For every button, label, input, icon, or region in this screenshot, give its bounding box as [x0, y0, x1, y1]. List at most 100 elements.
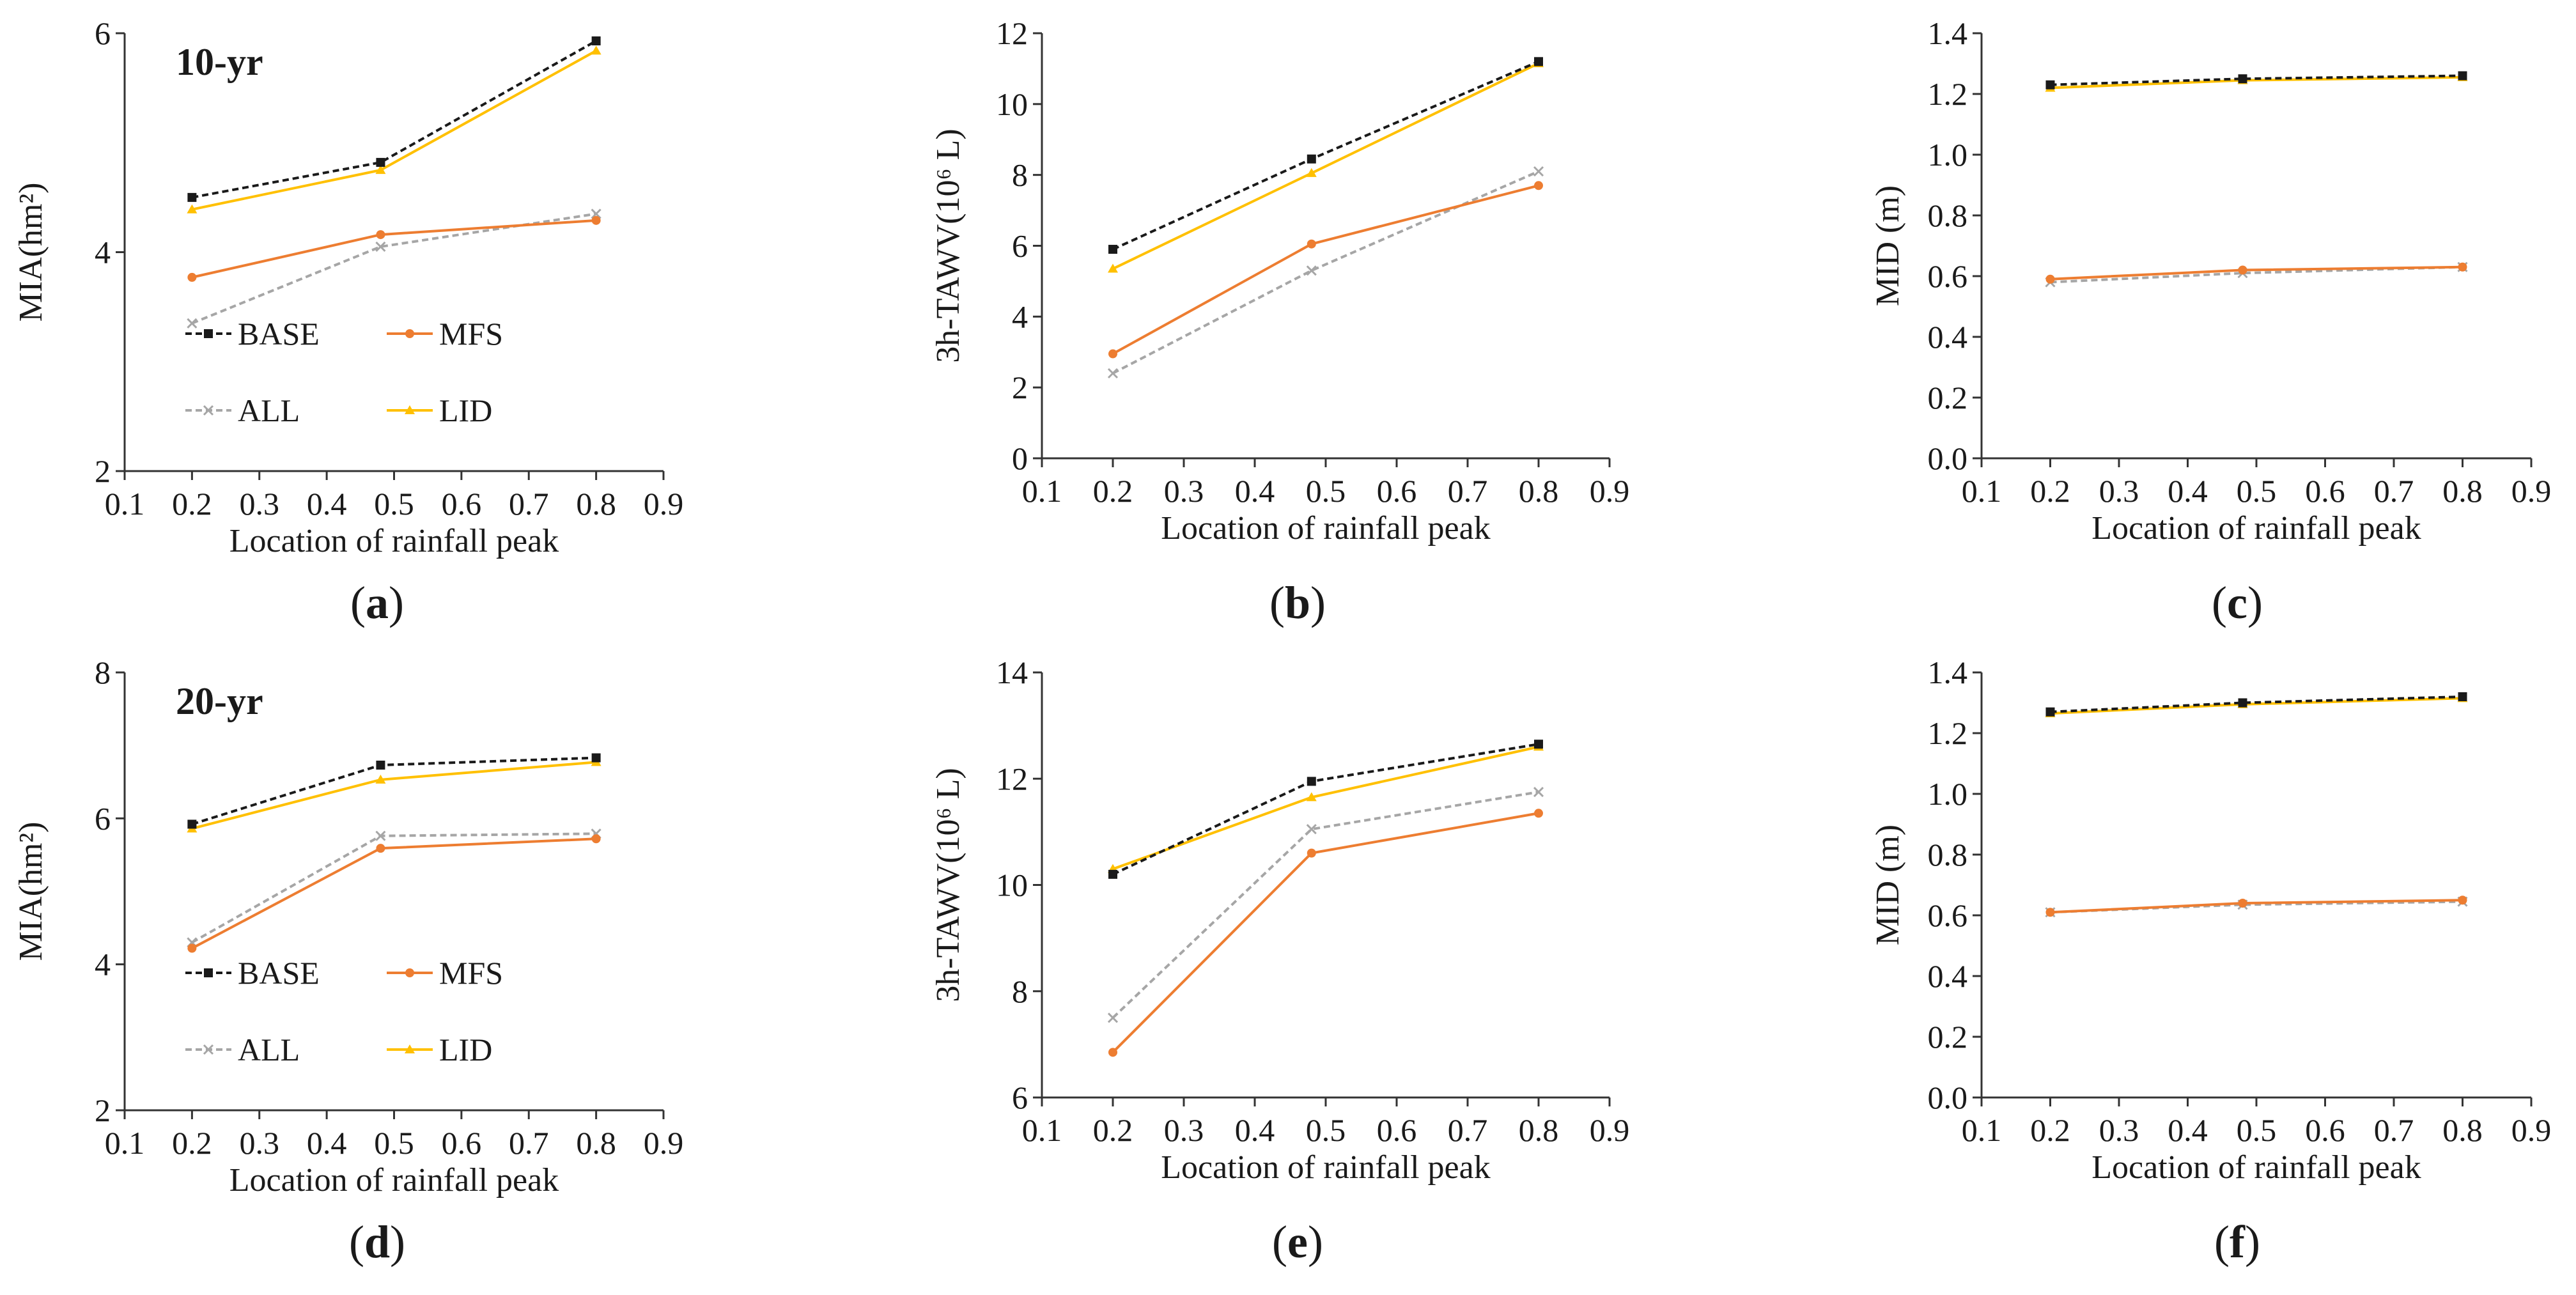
x-tick-label: 0.2: [172, 1125, 212, 1161]
data-point-all: [1533, 166, 1544, 177]
y-axis-title: MIA(hm²): [13, 822, 49, 961]
x-tick-label: 0.4: [2168, 1112, 2208, 1148]
y-axis-title: MID (m): [1870, 185, 1906, 306]
x-tick-label: 0.4: [2168, 473, 2208, 509]
series-line-all: [1112, 791, 1539, 1019]
x-tick-label: 0.1: [105, 486, 145, 522]
return-period-label: 10-yr: [176, 41, 263, 83]
y-tick-label: 0.4: [1928, 958, 1968, 994]
legend-label-all: ALL: [238, 392, 300, 428]
data-point-base: [2238, 698, 2247, 708]
data-point-base: [1307, 154, 1316, 164]
x-tick-label: 0.9: [644, 486, 684, 522]
legend-label-mfs: MFS: [439, 316, 503, 352]
series-line-base: [1112, 60, 1539, 251]
series-line-mfs: [191, 219, 596, 279]
x-tick-label: 0.8: [576, 1125, 616, 1161]
chart-panel-f: 0.0 0.2 0.4 0.6 0.8 1.0 1.2 1.4 0.1 0.2 0.3 0.4 0.5 0…: [1870, 655, 2551, 1268]
legend-label-lid: LID: [439, 392, 492, 428]
data-point-mfs: [1534, 809, 1543, 818]
data-point-all: [1107, 368, 1119, 379]
series-line-lid: [1112, 62, 1539, 270]
x-tick-label: 0.1: [105, 1125, 145, 1161]
data-point-base: [1534, 57, 1543, 66]
data-point-base: [591, 36, 601, 45]
chart-panel-d: 2 4 6 8 0.1 0.2 0.3 0.4 0.5 0.6 0.7 0.8 0.9 Location …: [13, 655, 683, 1268]
series-line-base: [1112, 743, 1539, 876]
y-axis-title: MID (m): [1870, 825, 1906, 945]
series-line-mfs: [1112, 184, 1539, 355]
y-tick-label: 0.6: [1928, 258, 1968, 294]
y-tick-label: 2: [1012, 369, 1028, 405]
data-point-base: [1108, 869, 1117, 879]
data-point-mfs: [1108, 349, 1117, 359]
panel-caption: (f): [2214, 1216, 2260, 1268]
x-tick-label: 0.7: [509, 1125, 549, 1161]
x-axis-title: Location of rainfall peak: [1161, 1149, 1490, 1186]
legend-label-base: BASE: [238, 316, 320, 352]
legend-label-base: BASE: [238, 955, 320, 991]
x-tick-label: 0.1: [1962, 1112, 2002, 1148]
data-point-base: [2045, 707, 2055, 717]
data-point-mfs: [376, 230, 385, 240]
x-tick-label: 0.6: [1377, 473, 1417, 509]
data-point-base: [591, 753, 601, 763]
x-tick-label: 0.6: [1377, 1112, 1417, 1148]
x-tick-label: 0.3: [2099, 1112, 2139, 1148]
chart-panel-e: 6 8 10 12 14 0.1 0.2 0.3 0.4 0.5 0.6 0.7 0.8 0.9 Locat…: [930, 655, 1629, 1268]
legend-marker-all: [203, 405, 214, 416]
x-tick-label: 0.3: [240, 486, 280, 522]
data-point-base: [376, 760, 385, 770]
data-point-mfs: [1307, 848, 1316, 858]
chart-panel-c: 0.0 0.2 0.4 0.6 0.8 1.0 1.2 1.4 0.1 0.2 0.3 0.4 0.5 0…: [1870, 15, 2551, 628]
data-point-lid: [1306, 792, 1317, 802]
data-point-mfs: [591, 834, 601, 844]
panel-caption: (e): [1272, 1216, 1323, 1268]
data-point-mfs: [2458, 896, 2467, 905]
data-point-mfs: [2045, 908, 2055, 917]
data-point-base: [2458, 71, 2467, 81]
x-axis-title: Location of rainfall peak: [229, 523, 559, 559]
y-tick-label: 10: [996, 867, 1028, 903]
data-point-lid: [1306, 167, 1317, 177]
y-tick-label: 0.0: [1928, 1080, 1968, 1115]
x-tick-label: 0.1: [1962, 473, 2002, 509]
y-tick-label: 1.0: [1928, 776, 1968, 812]
chart-panel-a: 2 4 6 0.1 0.2 0.3 0.4 0.5 0.6 0.7 0.8 0.9 Location o…: [13, 15, 683, 628]
y-tick-label: 2: [95, 1092, 111, 1128]
data-point-base: [187, 819, 197, 829]
data-point-lid: [187, 204, 198, 213]
y-tick-label: 10: [996, 86, 1028, 122]
panel-caption: (b): [1269, 577, 1326, 628]
series-line-base: [192, 40, 597, 199]
y-tick-label: 4: [95, 235, 111, 270]
y-tick-label: 2: [95, 453, 111, 489]
data-point-mfs: [1108, 1048, 1117, 1057]
x-tick-label: 0.8: [576, 486, 616, 522]
x-tick-label: 0.6: [442, 486, 482, 522]
series-line-mfs: [2050, 899, 2463, 914]
y-tick-label: 6: [95, 15, 111, 51]
y-tick-label: 8: [1012, 157, 1028, 193]
y-tick-label: 14: [996, 655, 1028, 690]
data-point-base: [1108, 245, 1117, 254]
data-point-mfs: [2458, 262, 2467, 272]
x-tick-label: 0.6: [2305, 1112, 2345, 1148]
chart-panel-b: 0 2 4 6 8 10 12 0.1 0.2 0.3 0.4 0.5 0.6 0.7 0.8 0.9 Loca…: [930, 15, 1629, 628]
data-point-all: [1306, 265, 1317, 276]
y-tick-label: 12: [996, 761, 1028, 796]
x-tick-label: 0.2: [1093, 473, 1133, 509]
legend-label-all: ALL: [238, 1032, 300, 1067]
x-tick-label: 0.8: [1519, 1112, 1559, 1148]
y-tick-label: 1.2: [1928, 715, 1968, 751]
x-tick-label: 0.2: [172, 486, 212, 522]
x-tick-label: 0.5: [1306, 473, 1346, 509]
panel-caption: (d): [349, 1216, 405, 1268]
series-line-all: [191, 832, 596, 944]
panel-caption: (a): [350, 577, 404, 628]
data-point-base: [1307, 777, 1316, 786]
y-axis-title: 3h-TAWV(10⁶ L): [930, 768, 966, 1002]
legend-marker-base: [204, 329, 213, 338]
y-tick-label: 8: [95, 655, 111, 690]
x-tick-label: 0.9: [1590, 1112, 1630, 1148]
